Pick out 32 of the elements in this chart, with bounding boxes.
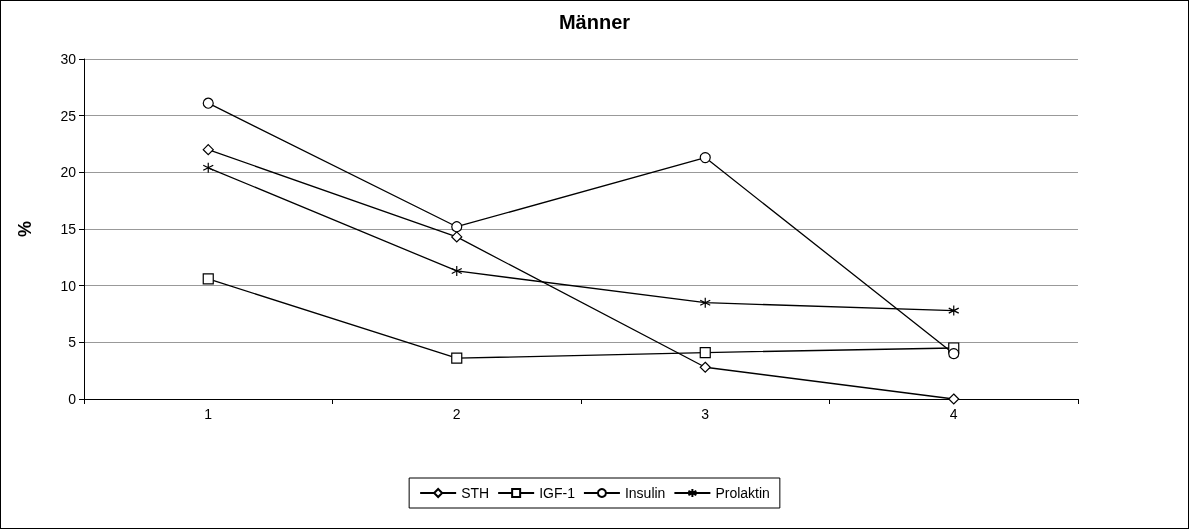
point xyxy=(202,144,214,156)
point xyxy=(948,305,960,317)
point xyxy=(451,231,463,243)
point xyxy=(202,97,214,109)
point xyxy=(202,273,214,285)
y-tick-label: 10 xyxy=(60,277,77,294)
point xyxy=(948,393,960,405)
point xyxy=(699,297,711,309)
y-tick-label: 30 xyxy=(60,51,77,67)
point xyxy=(202,162,214,174)
y-axis-title: % xyxy=(15,220,35,238)
y-tick-label: 5 xyxy=(68,334,77,351)
y-tick-label: 25 xyxy=(60,107,77,124)
legend-label: IGF-1 xyxy=(539,485,576,501)
y-tick-label: 20 xyxy=(60,164,77,181)
point xyxy=(451,352,463,364)
x-tick-label: 2 xyxy=(452,406,461,422)
y-tick-label: 0 xyxy=(68,391,77,407)
chart-title: Männer xyxy=(558,11,631,33)
point xyxy=(948,348,960,360)
point xyxy=(699,346,711,359)
legend-label: Prolaktin xyxy=(715,485,770,501)
point xyxy=(699,152,711,164)
point xyxy=(699,361,711,373)
point xyxy=(451,221,463,233)
y-tick-label: 15 xyxy=(60,221,77,237)
legend-label: STH xyxy=(461,485,490,501)
legend-label: Insulin xyxy=(624,485,666,501)
x-tick-label: 4 xyxy=(949,406,958,422)
point xyxy=(451,265,463,277)
x-tick-label: 3 xyxy=(701,406,710,422)
x-tick-label: 1 xyxy=(204,406,213,422)
